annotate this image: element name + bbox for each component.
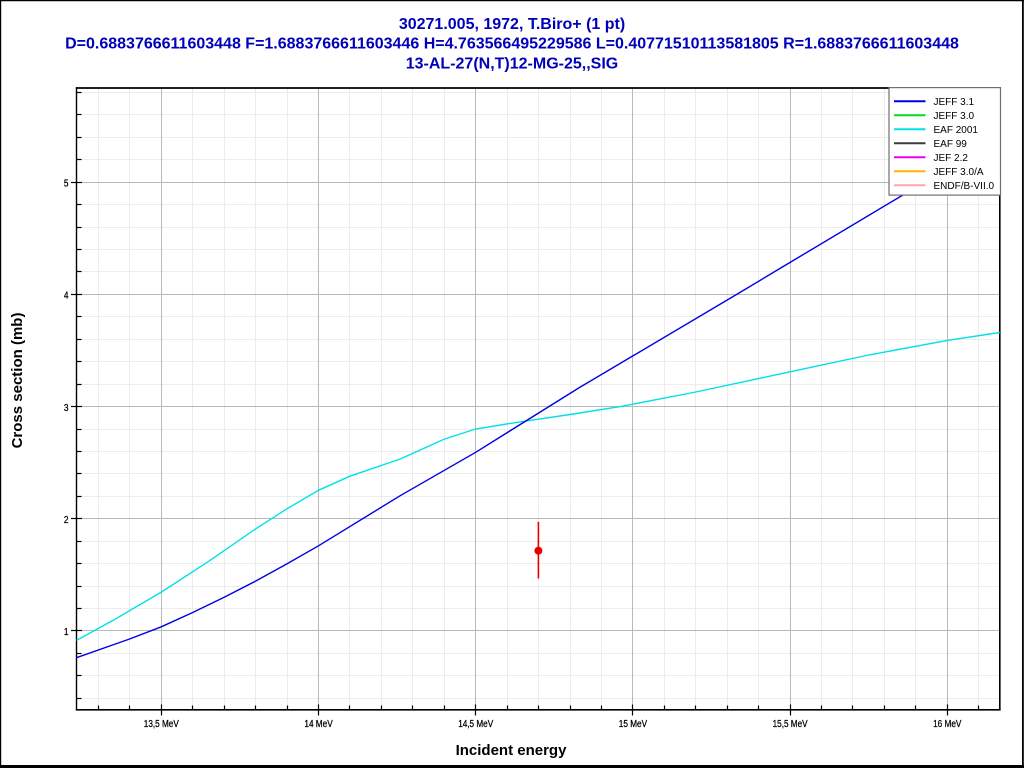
svg-text:ENDF/B-VII.0: ENDF/B-VII.0 — [934, 181, 995, 192]
svg-text:15 MeV: 15 MeV — [619, 719, 648, 730]
svg-text:D=0.6883766611603448 F=1.68837: D=0.6883766611603448 F=1.688376661160344… — [65, 36, 959, 53]
svg-text:Incident energy: Incident energy — [456, 742, 568, 759]
svg-text:4: 4 — [64, 291, 69, 302]
svg-text:EAF 2001: EAF 2001 — [934, 125, 979, 136]
svg-text:JEFF 3.0/A: JEFF 3.0/A — [934, 167, 984, 178]
svg-text:EAF 99: EAF 99 — [934, 139, 968, 150]
svg-text:13-AL-27(N,T)12-MG-25,,SIG: 13-AL-27(N,T)12-MG-25,,SIG — [406, 55, 618, 72]
svg-text:JEF 2.2: JEF 2.2 — [934, 153, 969, 164]
svg-text:14 MeV: 14 MeV — [304, 719, 333, 730]
svg-text:JEFF 3.0: JEFF 3.0 — [934, 111, 975, 122]
svg-text:14,5 MeV: 14,5 MeV — [458, 719, 493, 730]
svg-text:1: 1 — [64, 627, 69, 638]
svg-text:30271.005, 1972, T.Biro+ (1 pt: 30271.005, 1972, T.Biro+ (1 pt) — [399, 16, 625, 33]
svg-text:5: 5 — [64, 178, 69, 189]
svg-text:JEFF 3.1: JEFF 3.1 — [934, 97, 975, 108]
svg-text:3: 3 — [64, 403, 69, 414]
svg-text:2: 2 — [64, 515, 69, 526]
svg-text:16 MeV: 16 MeV — [933, 719, 962, 730]
svg-text:15,5 MeV: 15,5 MeV — [773, 719, 808, 730]
svg-text:Cross section (mb): Cross section (mb) — [9, 313, 26, 449]
svg-text:13,5 MeV: 13,5 MeV — [144, 719, 179, 730]
